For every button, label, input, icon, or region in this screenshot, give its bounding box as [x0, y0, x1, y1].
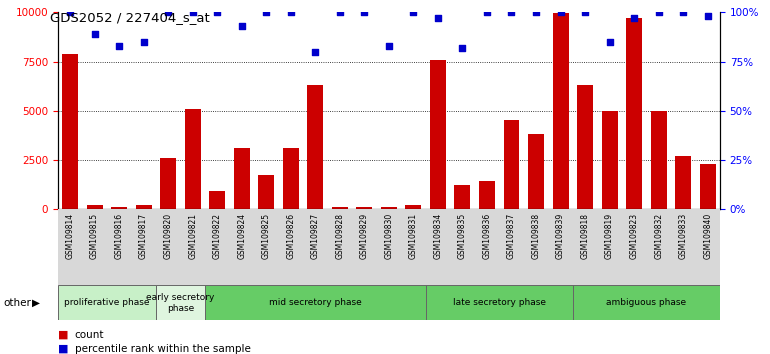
Bar: [573, 285, 720, 320]
Text: GSM109837: GSM109837: [507, 213, 516, 259]
Bar: [430, 59, 446, 209]
Bar: [426, 285, 573, 320]
Point: [701, 13, 714, 19]
Bar: [160, 158, 176, 209]
Text: GSM109821: GSM109821: [188, 213, 197, 259]
Text: GSM109836: GSM109836: [483, 213, 491, 259]
Text: ■: ■: [58, 344, 69, 354]
Text: GSM109829: GSM109829: [360, 213, 369, 259]
Point: [457, 45, 469, 51]
Point: [89, 31, 101, 37]
Bar: [454, 185, 470, 209]
Bar: [528, 134, 544, 209]
Text: GSM109830: GSM109830: [384, 213, 393, 259]
Point: [358, 10, 370, 15]
Bar: [62, 54, 78, 209]
Point: [333, 10, 346, 15]
Text: GSM109840: GSM109840: [703, 213, 712, 259]
Text: ambiguous phase: ambiguous phase: [606, 298, 686, 307]
Bar: [405, 205, 421, 209]
Text: GSM109817: GSM109817: [139, 213, 148, 259]
Bar: [332, 207, 348, 209]
Point: [530, 10, 542, 15]
Text: mid secretory phase: mid secretory phase: [269, 298, 362, 307]
Text: count: count: [75, 330, 104, 339]
Text: GSM109815: GSM109815: [90, 213, 99, 259]
Bar: [58, 285, 156, 320]
Bar: [577, 85, 593, 209]
Point: [652, 10, 665, 15]
Text: GSM109823: GSM109823: [630, 213, 638, 259]
Text: GSM109835: GSM109835: [458, 213, 467, 259]
Point: [383, 43, 395, 48]
Bar: [86, 205, 102, 209]
Text: GSM109827: GSM109827: [311, 213, 320, 259]
Text: late secretory phase: late secretory phase: [453, 298, 546, 307]
Bar: [675, 156, 691, 209]
Point: [211, 10, 223, 15]
Point: [285, 10, 297, 15]
Text: GSM109822: GSM109822: [213, 213, 222, 259]
Bar: [234, 148, 249, 209]
Point: [309, 49, 321, 55]
Bar: [136, 205, 152, 209]
Bar: [700, 164, 715, 209]
Text: GSM109819: GSM109819: [605, 213, 614, 259]
Point: [480, 10, 493, 15]
Text: GSM109838: GSM109838: [531, 213, 541, 259]
Bar: [651, 110, 667, 209]
Bar: [185, 109, 201, 209]
Point: [677, 10, 689, 15]
Bar: [283, 148, 299, 209]
Bar: [601, 110, 618, 209]
Bar: [209, 191, 225, 209]
Text: percentile rank within the sample: percentile rank within the sample: [75, 344, 250, 354]
Text: GSM109820: GSM109820: [163, 213, 172, 259]
Bar: [307, 85, 323, 209]
Text: GSM109831: GSM109831: [409, 213, 418, 259]
Bar: [111, 207, 127, 209]
Point: [407, 10, 420, 15]
Text: GSM109816: GSM109816: [115, 213, 123, 259]
Text: early secretory
phase: early secretory phase: [146, 293, 215, 313]
Bar: [479, 181, 495, 209]
Text: GSM109834: GSM109834: [434, 213, 443, 259]
Point: [64, 10, 76, 15]
Text: GSM109824: GSM109824: [237, 213, 246, 259]
Point: [554, 10, 567, 15]
Text: GSM109832: GSM109832: [654, 213, 663, 259]
Point: [505, 10, 517, 15]
Bar: [258, 176, 274, 209]
Text: GSM109828: GSM109828: [335, 213, 344, 259]
Point: [113, 43, 126, 48]
Text: GSM109839: GSM109839: [556, 213, 565, 259]
Bar: [553, 13, 568, 209]
Bar: [357, 207, 373, 209]
Text: other: other: [4, 298, 32, 308]
Text: GSM109833: GSM109833: [678, 213, 688, 259]
Bar: [156, 285, 205, 320]
Point: [236, 23, 248, 29]
Bar: [205, 285, 426, 320]
Point: [579, 10, 591, 15]
Text: proliferative phase: proliferative phase: [64, 298, 149, 307]
Text: GSM109826: GSM109826: [286, 213, 295, 259]
Point: [260, 10, 273, 15]
Point: [432, 16, 444, 21]
Point: [137, 39, 149, 45]
Point: [604, 39, 616, 45]
Bar: [626, 18, 642, 209]
Point: [628, 16, 641, 21]
Point: [162, 10, 174, 15]
Text: GSM109825: GSM109825: [262, 213, 271, 259]
Bar: [381, 207, 397, 209]
Bar: [504, 120, 520, 209]
Text: ▶: ▶: [32, 298, 40, 308]
Point: [186, 10, 199, 15]
Text: GSM109814: GSM109814: [65, 213, 75, 259]
Text: GSM109818: GSM109818: [581, 213, 590, 259]
Text: ■: ■: [58, 330, 69, 339]
Text: GDS2052 / 227404_s_at: GDS2052 / 227404_s_at: [50, 11, 209, 24]
